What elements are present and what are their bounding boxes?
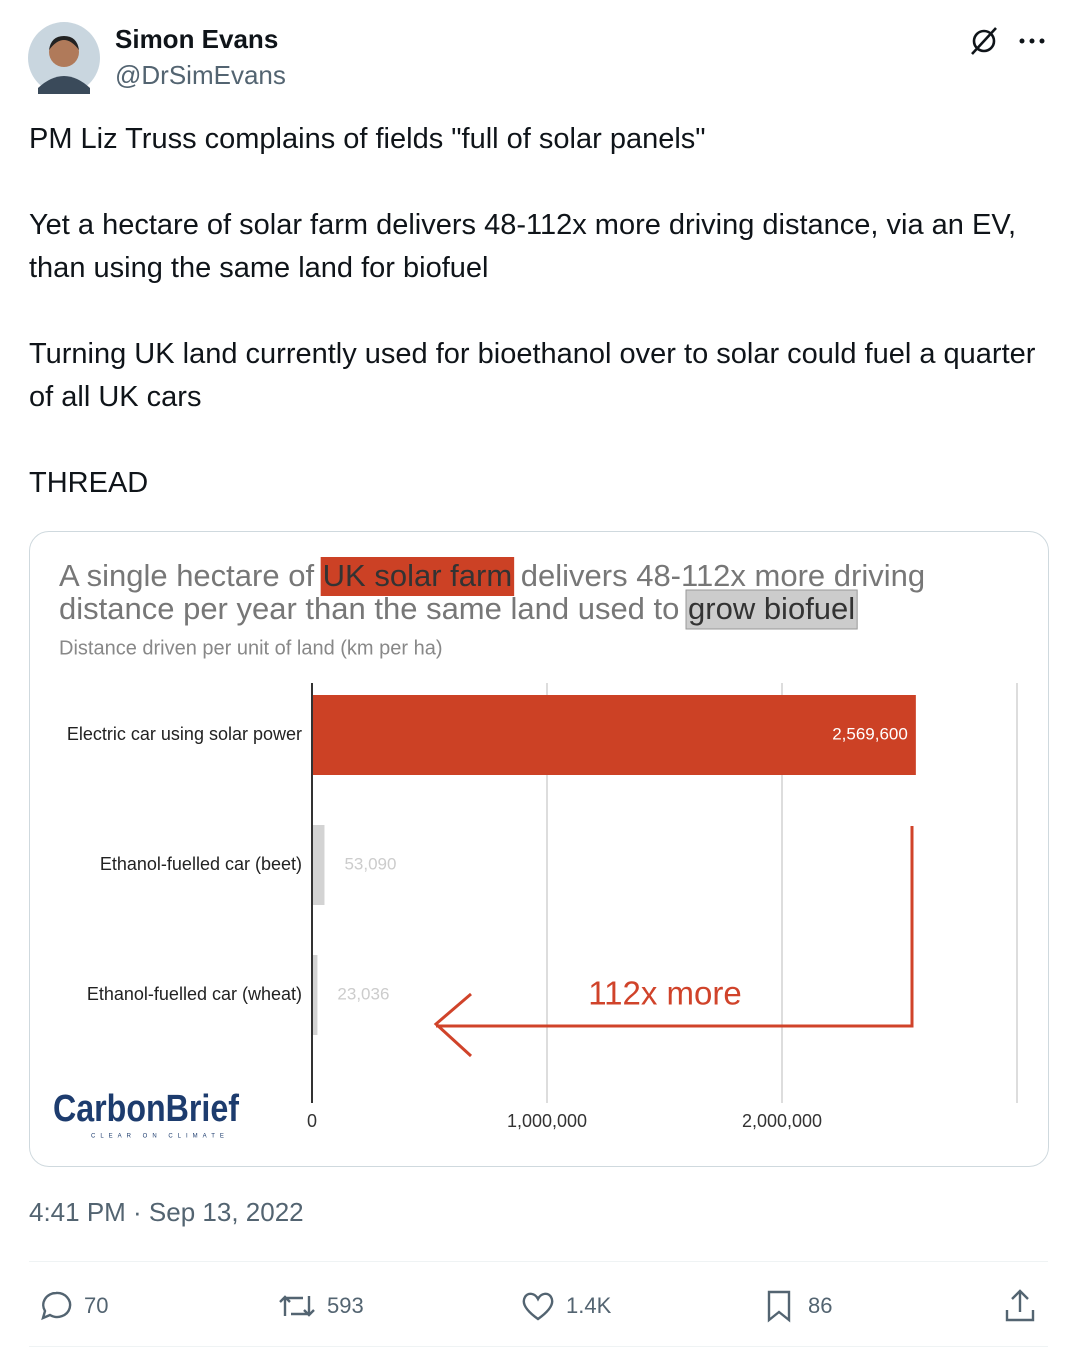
retweet-count: 593 (327, 1293, 364, 1318)
logo: CarbonBrief (53, 1088, 239, 1130)
chart-subtitle: Distance driven per unit of land (km per… (59, 637, 443, 659)
avatar[interactable] (28, 22, 100, 94)
media-card[interactable]: A single hectare of UK solar farm delive… (29, 531, 1049, 1167)
value-label: 2,569,600 (832, 724, 908, 743)
author-handle[interactable]: @DrSimEvans (115, 60, 286, 90)
reply-button[interactable]: 70 (38, 1288, 108, 1324)
share-button[interactable] (1002, 1288, 1038, 1324)
chart-title: grow biofuel (688, 591, 855, 626)
logo-tagline: CLEAR ON CLIMATE (91, 1134, 229, 1140)
reply-count: 70 (84, 1293, 109, 1318)
annotation-arrow (433, 826, 914, 1058)
paragraph: Turning UK land currently used for bioet… (29, 338, 1036, 413)
paragraph: PM Liz Truss complains of fields "full o… (29, 123, 706, 155)
tweet-text: PM Liz Truss complains of fields "full o… (29, 118, 1049, 548)
bar (312, 955, 318, 1035)
value-label: 23,036 (337, 984, 389, 1003)
chart-title: distance per year than the same land use… (59, 591, 688, 626)
author-name[interactable]: Simon Evans (115, 24, 279, 54)
divider (29, 1346, 1048, 1347)
title-highlight (320, 557, 515, 596)
title-highlight (685, 589, 858, 630)
annotation: 112x more (588, 975, 741, 1012)
category-label: Electric car using solar power (67, 724, 302, 744)
category-label: Ethanol-fuelled car (wheat) (87, 984, 302, 1004)
header-icons[interactable] (966, 24, 1056, 58)
chart: A single hectare of UK solar farm delive… (53, 557, 1018, 1140)
bookmark-button[interactable]: 86 (762, 1288, 832, 1324)
divider (29, 1261, 1048, 1262)
x-tick-label: 1,000,000 (507, 1111, 587, 1131)
x-tick-label: 0 (307, 1111, 317, 1131)
chart-title: UK solar farm (323, 558, 512, 593)
paragraph: THREAD (29, 467, 149, 499)
value-label: 53,090 (344, 854, 396, 873)
retweet-button[interactable]: 593 (277, 1288, 364, 1324)
bar (312, 695, 916, 775)
bookmark-count: 86 (808, 1293, 833, 1318)
x-tick-label: 2,000,000 (742, 1111, 822, 1131)
chart-title: A single hectare of (59, 558, 323, 593)
chart-title: delivers 48-112x more driving (512, 558, 925, 593)
timestamp[interactable]: 4:41 PM · Sep 13, 2022 (29, 1197, 304, 1227)
paragraph: Yet a hectare of solar farm delivers 48-… (29, 209, 1017, 284)
like-button[interactable]: 1.4K (520, 1288, 611, 1324)
category-label: Ethanol-fuelled car (beet) (100, 854, 302, 874)
bar (312, 825, 325, 905)
like-count: 1.4K (566, 1293, 612, 1318)
